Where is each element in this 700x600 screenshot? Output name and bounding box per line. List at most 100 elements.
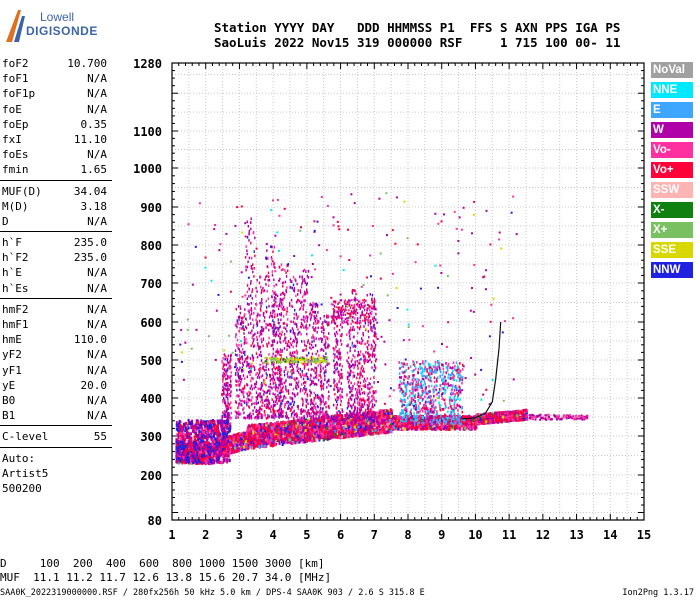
echo-point: [263, 423, 266, 427]
echo-point: [448, 423, 451, 427]
echo-point: [376, 428, 379, 432]
param-divider: [0, 446, 112, 448]
echo-point: [268, 431, 271, 435]
echo-point: [347, 419, 350, 423]
echo-point: [355, 424, 358, 428]
echo-point: [313, 425, 316, 429]
echo-point: [277, 428, 280, 432]
echo-point: [320, 432, 323, 436]
echo-point: [394, 422, 397, 426]
logo-emblem-icon: [6, 10, 25, 42]
echo-point: [272, 433, 274, 437]
echo-point: [341, 418, 344, 421]
echo-point: [427, 426, 430, 429]
echo-point: [312, 431, 315, 435]
echo-point: [297, 426, 300, 429]
echo-point: [255, 437, 258, 441]
echo-point: [256, 427, 259, 430]
param-value: N/A: [87, 102, 107, 116]
echo-point: [514, 415, 517, 419]
y-tick-label: 400: [140, 392, 162, 406]
param-row-fof2: foF2 10.700: [0, 56, 112, 71]
echo-point: [325, 417, 328, 421]
echo-point: [251, 423, 254, 427]
echo-point: [381, 425, 384, 429]
echo-point: [460, 419, 463, 423]
param-label: MUF(D): [2, 184, 42, 198]
param-row-foes: foEs N/A: [0, 147, 112, 162]
echo-point: [249, 427, 251, 431]
echo-point: [244, 431, 247, 435]
echo-point: [247, 426, 250, 430]
echo-point: [318, 425, 321, 429]
echo-point: [303, 433, 306, 437]
param-label: C-level: [2, 430, 49, 444]
echo-point: [491, 412, 494, 416]
header-line1: Station YYYY DAY DDD HHMMSS P1 FFS S AXN…: [214, 20, 621, 35]
echo-point: [326, 434, 328, 437]
echo-point: [256, 429, 259, 433]
echo-point: [312, 424, 315, 427]
echo-point: [346, 423, 348, 427]
echo-point: [370, 424, 373, 428]
echo-point: [198, 461, 201, 465]
echo-points: [175, 192, 589, 466]
y-tick-label: 800: [140, 239, 162, 253]
param-divider: [0, 425, 112, 427]
echo-point: [352, 428, 355, 432]
echo-point: [355, 434, 358, 438]
echo-point: [317, 435, 320, 439]
echo-point: [241, 446, 244, 449]
param-value: N/A: [87, 348, 107, 362]
echo-point: [248, 446, 251, 450]
echo-point: [300, 429, 303, 433]
echo-point: [296, 429, 299, 433]
echo-point: [494, 412, 497, 416]
echo-point: [463, 425, 466, 428]
echo-point: [387, 424, 390, 428]
echo-point: [361, 425, 364, 429]
echo-point: [501, 419, 503, 423]
param-value: N/A: [87, 148, 107, 162]
echo-point: [315, 438, 318, 441]
param-row-yf2: yF2 N/A: [0, 347, 112, 362]
param-row-fxi: fxI 11.10: [0, 132, 112, 147]
param-label: D: [2, 214, 9, 228]
echo-point: [379, 409, 382, 413]
x-tick-label: 6: [337, 528, 344, 542]
echo-point: [261, 424, 264, 428]
echo-point: [385, 409, 388, 412]
echo-point: [283, 438, 286, 442]
echo-point: [359, 421, 362, 425]
echo-point: [427, 424, 430, 428]
param-value: N/A: [87, 266, 107, 280]
echo-point: [464, 426, 467, 430]
echo-point: [250, 432, 253, 436]
echo-point: [291, 431, 294, 435]
echo-point: [219, 436, 222, 440]
param-value: N/A: [87, 318, 107, 331]
echo-point: [375, 412, 378, 415]
y-tick-label: 600: [140, 316, 162, 330]
param-label: foEs: [2, 148, 29, 162]
echo-point: [342, 432, 345, 436]
echo-point: [349, 434, 351, 437]
param-row-d: D N/A: [0, 214, 112, 229]
echo-point: [258, 442, 261, 446]
param-label: yF1: [2, 363, 22, 377]
param-divider: [0, 297, 112, 299]
echo-point: [333, 422, 336, 425]
echo-point: [315, 434, 317, 438]
x-tick-label: 10: [468, 528, 482, 542]
echo-point: [236, 433, 239, 437]
echo-point: [364, 423, 367, 426]
param-divider: [0, 231, 112, 233]
echo-point: [258, 441, 261, 445]
echo-point: [260, 430, 263, 434]
param-value: N/A: [87, 363, 107, 377]
echo-point: [348, 428, 351, 432]
param-row-b1: B1 N/A: [0, 408, 112, 423]
echo-point: [205, 451, 208, 455]
echo-point: [385, 412, 388, 416]
echo-point: [380, 421, 383, 425]
